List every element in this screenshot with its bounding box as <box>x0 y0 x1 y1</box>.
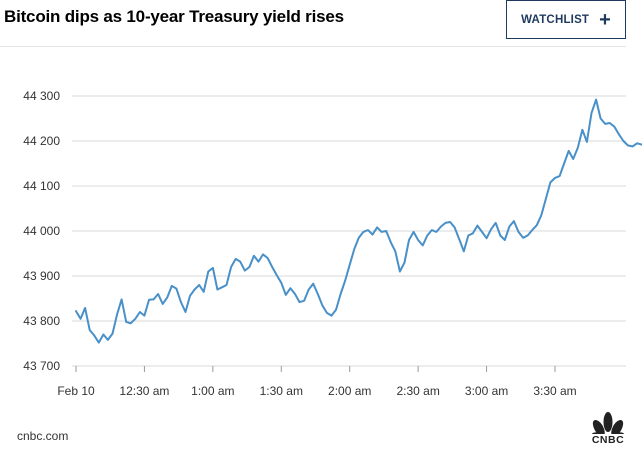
y-tick-label: 43 900 <box>23 269 60 283</box>
x-tick-label: 3:30 am <box>533 384 576 398</box>
y-tick-label: 43 800 <box>23 314 60 328</box>
x-tick-label: 12:30 am <box>119 384 169 398</box>
x-tick-label: 2:30 am <box>396 384 439 398</box>
y-tick-label: 43 700 <box>23 359 60 373</box>
header-divider <box>0 46 626 47</box>
y-tick-label: 44 100 <box>23 179 60 193</box>
x-tick-label: Feb 10 <box>57 384 95 398</box>
series-line <box>75 98 642 344</box>
peacock-icon: CNBC <box>586 410 630 446</box>
plus-icon: + <box>599 8 611 31</box>
line-chart: 43 700 43 800 43 900 44 000 44 100 44 200 44 3… <box>23 89 642 398</box>
logo-text: CNBC <box>591 434 625 446</box>
watchlist-button[interactable]: WATCHLIST + <box>506 0 626 39</box>
peacock-feathers <box>591 412 625 445</box>
x-tick-label: 1:30 am <box>260 384 303 398</box>
x-tick-label: 2:00 am <box>328 384 371 398</box>
watchlist-label: WATCHLIST <box>521 13 590 26</box>
source-label: cnbc.com <box>17 429 69 443</box>
y-tick-label: 44 000 <box>23 224 60 238</box>
y-tick-label: 44 300 <box>23 89 60 103</box>
x-tick-label: 1:00 am <box>191 384 234 398</box>
x-tick-label: 3:00 am <box>465 384 508 398</box>
y-tick-label: 44 200 <box>23 134 60 148</box>
chart-title: Bitcoin dips as 10-year Treasury yield r… <box>4 7 344 26</box>
